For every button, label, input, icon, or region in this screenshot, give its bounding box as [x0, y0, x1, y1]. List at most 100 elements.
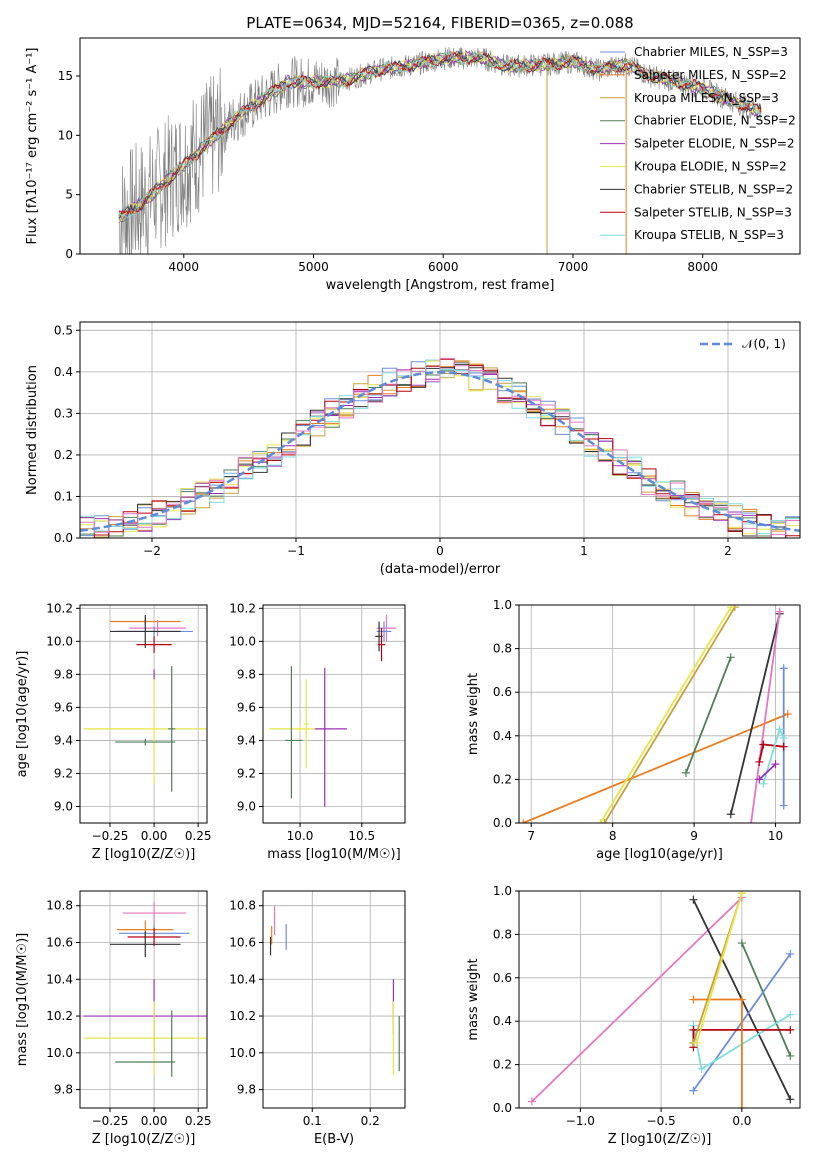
legend-label: Salpeter ELODIE, N_SSP=2	[634, 137, 795, 151]
y-axis-label: mass weight	[466, 673, 481, 755]
weight-line	[729, 613, 781, 815]
y-tick-label: 0.2	[54, 448, 73, 462]
x-axis-label: mass [log10(M/M☉)]	[267, 847, 400, 862]
axes-frame	[518, 604, 801, 824]
weight-marker	[755, 757, 764, 766]
axes-frame	[262, 890, 406, 1109]
residual-histogram	[80, 357, 800, 538]
weight-marker	[786, 1010, 795, 1019]
y-tick-label: 10.2	[46, 601, 73, 615]
y-tick-label: 9.2	[54, 766, 73, 780]
y-tick-label: 9.0	[237, 799, 256, 813]
legend-label: Salpeter STELIB, N_SSP=3	[634, 205, 792, 219]
weight-marker	[596, 819, 605, 823]
chart-spectrum: 4000 5000 6000 7000 8000 0 5 10 15 wavelength [An…	[25, 37, 801, 293]
x-axis-label: (data-model)/error	[380, 562, 501, 577]
y-tick-label: 10	[58, 128, 73, 142]
y-tick-label: 0.6	[493, 971, 512, 985]
y-tick-label: 0.4	[493, 729, 512, 743]
x-tick-label: −1.0	[566, 1114, 595, 1128]
y-tick-label: 0.5	[54, 323, 73, 337]
y-axis-label: mass [log10(M/M☉)]	[15, 933, 30, 1066]
weight-marker	[689, 895, 698, 904]
weight-line	[695, 892, 743, 1044]
model-spectrum-line	[118, 50, 762, 219]
weight-marker	[786, 1095, 795, 1104]
weight-line	[693, 998, 743, 1108]
y-tick-label: 9.8	[54, 1083, 73, 1097]
x-axis-label: E(B-V)	[314, 1132, 354, 1147]
y-tick-label: 5	[65, 188, 73, 202]
axes-frame	[79, 321, 801, 539]
weight-marker	[786, 949, 795, 958]
legend-label: Chabrier STELIB, N_SSP=2	[634, 182, 793, 196]
x-tick-label: 7000	[558, 260, 589, 274]
x-tick-label: −0.5	[647, 1114, 676, 1128]
weight-marker	[779, 733, 788, 742]
legend-label: Chabrier MILES, N_SSP=3	[634, 45, 788, 59]
axes-frame	[518, 890, 801, 1109]
weight-marker	[726, 605, 735, 612]
plot-area	[269, 905, 400, 1075]
x-tick-label: −0.25	[92, 1114, 129, 1128]
weight-marker	[600, 819, 609, 823]
y-tick-label: 0.0	[54, 531, 73, 545]
x-tick-label: 0.25	[185, 829, 212, 843]
weight-marker	[747, 819, 756, 823]
y-tick-label: 1.0	[493, 884, 512, 898]
x-tick-label: 10.0	[287, 829, 314, 843]
y-tick-label: 0.8	[493, 927, 512, 941]
weight-marker	[759, 740, 768, 749]
y-tick-label: 10.6	[46, 935, 73, 949]
legend-label: Kroupa ELODIE, N_SSP=2	[634, 160, 787, 174]
y-tick-label: 10.0	[46, 1046, 73, 1060]
weight-marker	[775, 607, 784, 616]
y-tick-label: 0.6	[493, 685, 512, 699]
weight-marker	[771, 760, 780, 769]
x-tick-label: 0.25	[185, 1114, 212, 1128]
x-tick-label: 0	[436, 544, 444, 558]
y-tick-label: 10.6	[229, 935, 256, 949]
y-tick-label: 9.6	[237, 700, 256, 714]
axes-frame	[262, 604, 406, 824]
x-axis-label: Z [log10(Z/Z☉)]	[92, 1132, 196, 1147]
x-tick-label: 0.0	[732, 1114, 751, 1128]
y-tick-label: 0.0	[493, 1101, 512, 1115]
y-tick-label: 9.8	[54, 667, 73, 681]
legend: Chabrier MILES, N_SSP=3 Salpeter MILES, N…	[600, 45, 796, 242]
weight-marker	[779, 801, 788, 810]
y-tick-label: 1.0	[493, 598, 512, 612]
y-tick-label: 9.8	[237, 667, 256, 681]
plot-area	[527, 891, 795, 1108]
y-axis-label: age [log10(age/yr)]	[15, 651, 30, 778]
y-tick-label: 0.3	[54, 406, 73, 420]
figure-title: PLATE=0634, MJD=52164, FIBERID=0365, z=0…	[246, 14, 633, 32]
legend-label: Kroupa MILES, N_SSP=3	[634, 91, 779, 105]
weight-marker	[697, 1064, 706, 1073]
y-tick-label: 0.4	[493, 1014, 512, 1028]
chart-age_vs_mass: 10.0 10.5 9.0 9.2 9.4 9.6 9.8 10.0 10.2 mass [log…	[229, 601, 406, 862]
plot-area	[80, 357, 800, 538]
weight-marker	[689, 1086, 698, 1095]
x-tick-label: 2	[724, 544, 732, 558]
weight-marker	[737, 995, 746, 1004]
y-tick-label: 10.8	[229, 899, 256, 913]
weight-marker	[783, 710, 792, 718]
y-axis-label: mass weight	[466, 958, 481, 1040]
y-tick-label: 10.8	[46, 899, 73, 913]
x-tick-label: −2	[143, 544, 161, 558]
x-tick-label: 0.2	[361, 1114, 380, 1128]
y-tick-label: 15	[58, 69, 73, 83]
x-tick-label: 8	[609, 829, 617, 843]
weight-marker	[737, 1104, 746, 1108]
x-axis-label: Z [log10(Z/Z☉)]	[92, 847, 196, 862]
x-tick-label: −1	[287, 544, 305, 558]
x-tick-label: 0.00	[141, 1114, 168, 1128]
weight-marker	[737, 891, 746, 898]
weight-marker	[775, 725, 784, 734]
x-tick-label: 1	[580, 544, 588, 558]
x-tick-label: 5000	[298, 260, 329, 274]
x-tick-label: 7	[527, 829, 535, 843]
x-tick-label: 9	[690, 829, 698, 843]
